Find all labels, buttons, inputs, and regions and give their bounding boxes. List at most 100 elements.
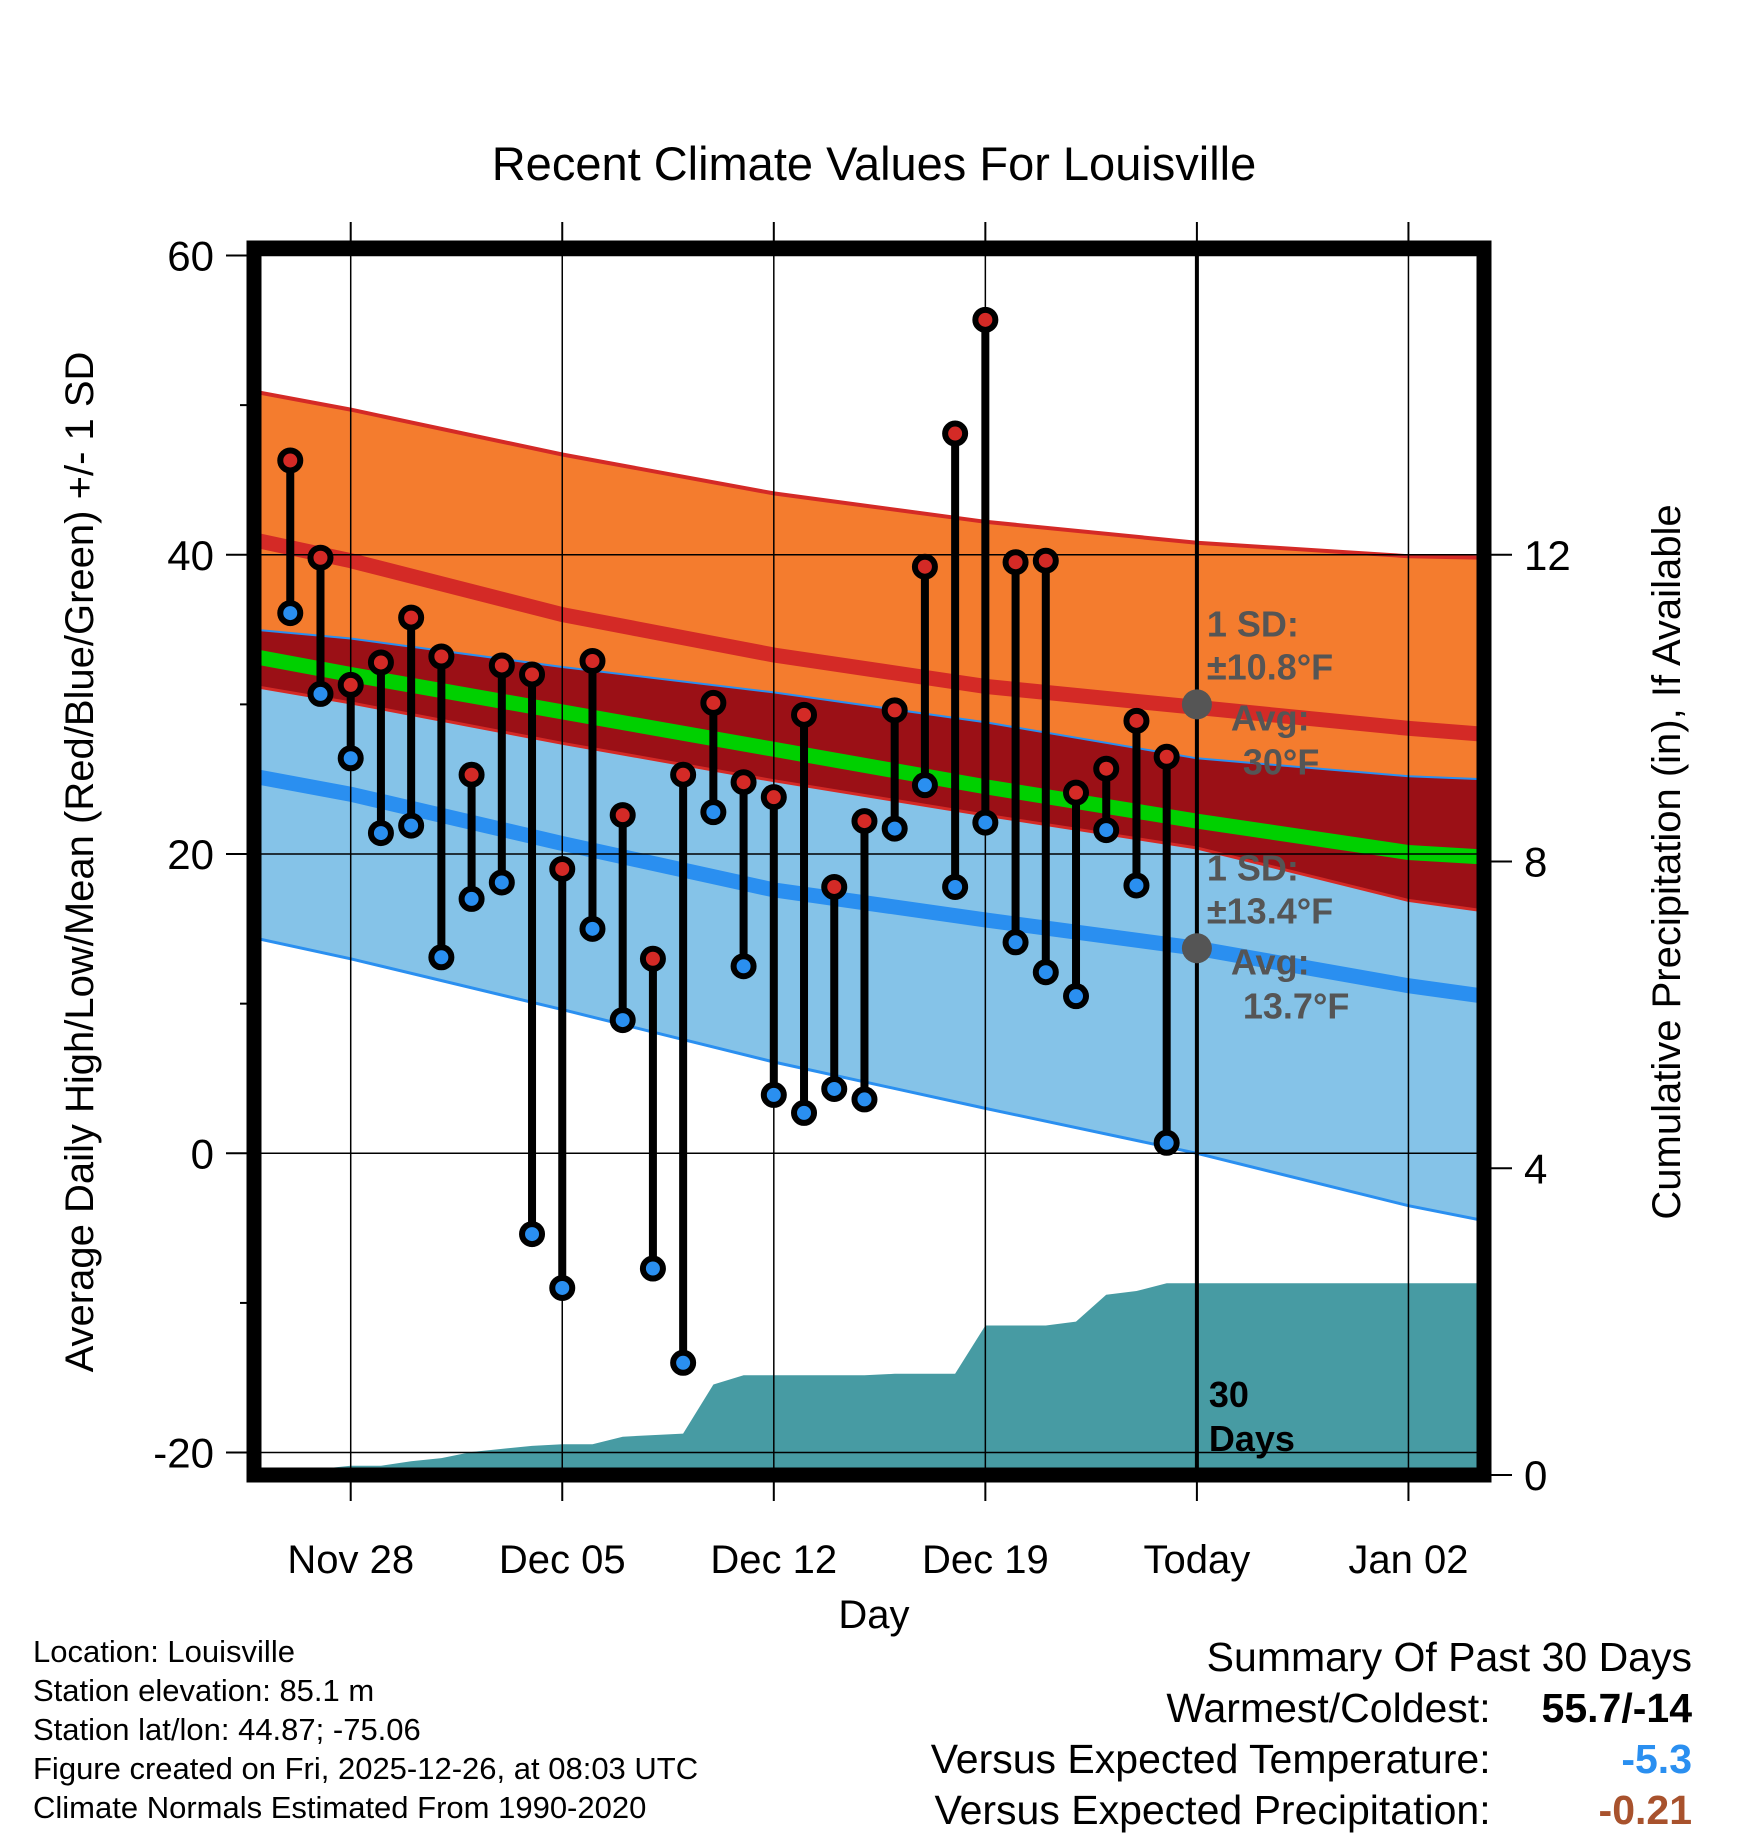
summary-precip: Versus Expected Precipitation: -0.21 — [931, 1785, 1693, 1836]
daily-high-point — [1002, 549, 1029, 576]
daily-low-point — [1093, 817, 1120, 844]
annotation-line: 13.7°F — [1243, 985, 1349, 1026]
annotation-line: 30°F — [1243, 741, 1319, 782]
daily-high-point — [549, 855, 576, 882]
annotation-line: Avg: — [1231, 941, 1310, 982]
daily-high-point — [337, 671, 364, 698]
daily-high-point — [609, 802, 636, 829]
low-normal-marker — [1181, 933, 1212, 964]
daily-high-point — [881, 697, 908, 724]
precip-value: -0.21 — [1598, 1787, 1692, 1833]
x-tick-label: Jan 02 — [1348, 1538, 1468, 1582]
daily-high-point — [307, 544, 334, 571]
daily-low-point — [760, 1081, 787, 1108]
daily-high-point — [1032, 547, 1059, 574]
daily-high-point — [730, 769, 757, 796]
created-text: Figure created on Fri, 2025-12-26, at 08… — [33, 1751, 699, 1786]
daily-high-point — [670, 761, 697, 788]
daily-high-point — [367, 649, 394, 676]
high-normal-marker — [1181, 689, 1212, 720]
y-axis-label: Average Daily High/Low/Mean (Red/Blue/Gr… — [58, 352, 102, 1373]
normals-period-text: Climate Normals Estimated From 1990-2020 — [33, 1790, 647, 1825]
x-tick-label: Dec 19 — [922, 1538, 1049, 1582]
precip-label: Versus Expected Precipitation: — [934, 1787, 1491, 1833]
today-label: 30 Days — [1209, 1374, 1295, 1459]
daily-low-point — [458, 885, 485, 912]
daily-low-point — [609, 1007, 636, 1034]
daily-high-point — [851, 808, 878, 835]
daily-high-point — [1123, 707, 1150, 734]
daily-low-point — [670, 1349, 697, 1376]
daily-low-point — [639, 1255, 666, 1282]
high-sd-band — [254, 391, 1484, 780]
y2-tick-label: 0 — [1524, 1452, 1547, 1499]
low-normal-annotation: 1 SD: ±13.4°F Avg: 13.7°F — [1207, 847, 1349, 1026]
station-info: Location: Louisville Station elevation: … — [33, 1632, 698, 1827]
daily-low-point — [428, 944, 455, 971]
daily-low-point — [488, 869, 515, 896]
low-sd-band — [254, 686, 1484, 1221]
summary-heading: Summary Of Past 30 Days — [1206, 1634, 1692, 1680]
chart-title: Recent Climate Values For Louisville — [492, 137, 1257, 190]
x-axis-label: Day — [838, 1593, 909, 1637]
daily-low-point — [277, 600, 304, 627]
low-upper-edge — [254, 684, 1484, 913]
daily-low-point — [881, 815, 908, 842]
precipitation-area — [254, 1283, 1484, 1475]
daily-high-point — [1093, 755, 1120, 782]
today-label-line: Days — [1209, 1418, 1295, 1459]
y2-tick-label: 8 — [1524, 839, 1547, 886]
normal-high-line — [254, 532, 1484, 742]
location-text: Location: Louisville — [33, 1634, 295, 1669]
daily-low-point — [519, 1221, 546, 1248]
daily-high-point — [972, 306, 999, 333]
daily-high-point — [639, 945, 666, 972]
x-tick-label: Dec 12 — [710, 1538, 837, 1582]
y2-tick-label: 12 — [1524, 532, 1571, 579]
daily-high-point — [821, 873, 848, 900]
y-tick-label: 60 — [167, 232, 214, 279]
daily-low-point — [730, 953, 757, 980]
daily-low-point — [1002, 929, 1029, 956]
daily-low-point — [549, 1274, 576, 1301]
low-lower-edge — [254, 936, 1484, 1223]
high-upper-edge — [254, 389, 1484, 560]
daily-low-point — [1032, 959, 1059, 986]
summary-temp: Versus Expected Temperature: -5.3 — [931, 1734, 1692, 1785]
latlon-text: Station lat/lon: 44.87; -75.06 — [33, 1712, 421, 1747]
daily-low-point — [821, 1075, 848, 1102]
daily-high-point — [488, 652, 515, 679]
daily-high-point — [700, 689, 727, 716]
summary-panel: Summary Of Past 30 Days Warmest/Coldest:… — [931, 1632, 1692, 1836]
warm-cold-value: 55.7/-14 — [1541, 1685, 1692, 1731]
daily-low-point — [851, 1086, 878, 1113]
daily-low-point — [367, 820, 394, 847]
daily-low-point — [398, 812, 425, 839]
annotation-line: ±13.4°F — [1207, 890, 1333, 931]
warm-cold-label: Warmest/Coldest: — [1166, 1685, 1491, 1731]
x-tick-label: Dec 05 — [499, 1538, 626, 1582]
daily-high-point — [791, 701, 818, 728]
daily-high-point — [458, 761, 485, 788]
y-tick-label: 40 — [167, 532, 214, 579]
daily-high-point — [942, 420, 969, 447]
daily-high-point — [398, 604, 425, 631]
daily-low-point — [791, 1099, 818, 1126]
daily-high-point — [277, 447, 304, 474]
daily-high-point — [1063, 779, 1090, 806]
daily-high-point — [428, 643, 455, 670]
high-normal-annotation: 1 SD: ±10.8°F Avg: 30°F — [1207, 603, 1333, 782]
daily-high-point — [760, 784, 787, 811]
daily-low-point — [1063, 983, 1090, 1010]
today-label-line: 30 — [1209, 1374, 1249, 1415]
daily-low-point — [1153, 1129, 1180, 1156]
annotation-line: 1 SD: — [1207, 847, 1299, 888]
daily-low-point — [1123, 872, 1150, 899]
y2-tick-label: 4 — [1524, 1145, 1547, 1192]
annotation-line: Avg: — [1231, 697, 1310, 738]
normal-low-line — [254, 768, 1484, 1004]
annotation-line: ±10.8°F — [1207, 646, 1333, 687]
y-tick-label: 0 — [191, 1130, 214, 1177]
daily-high-point — [579, 647, 606, 674]
x-tick-label: Nov 28 — [287, 1538, 414, 1582]
